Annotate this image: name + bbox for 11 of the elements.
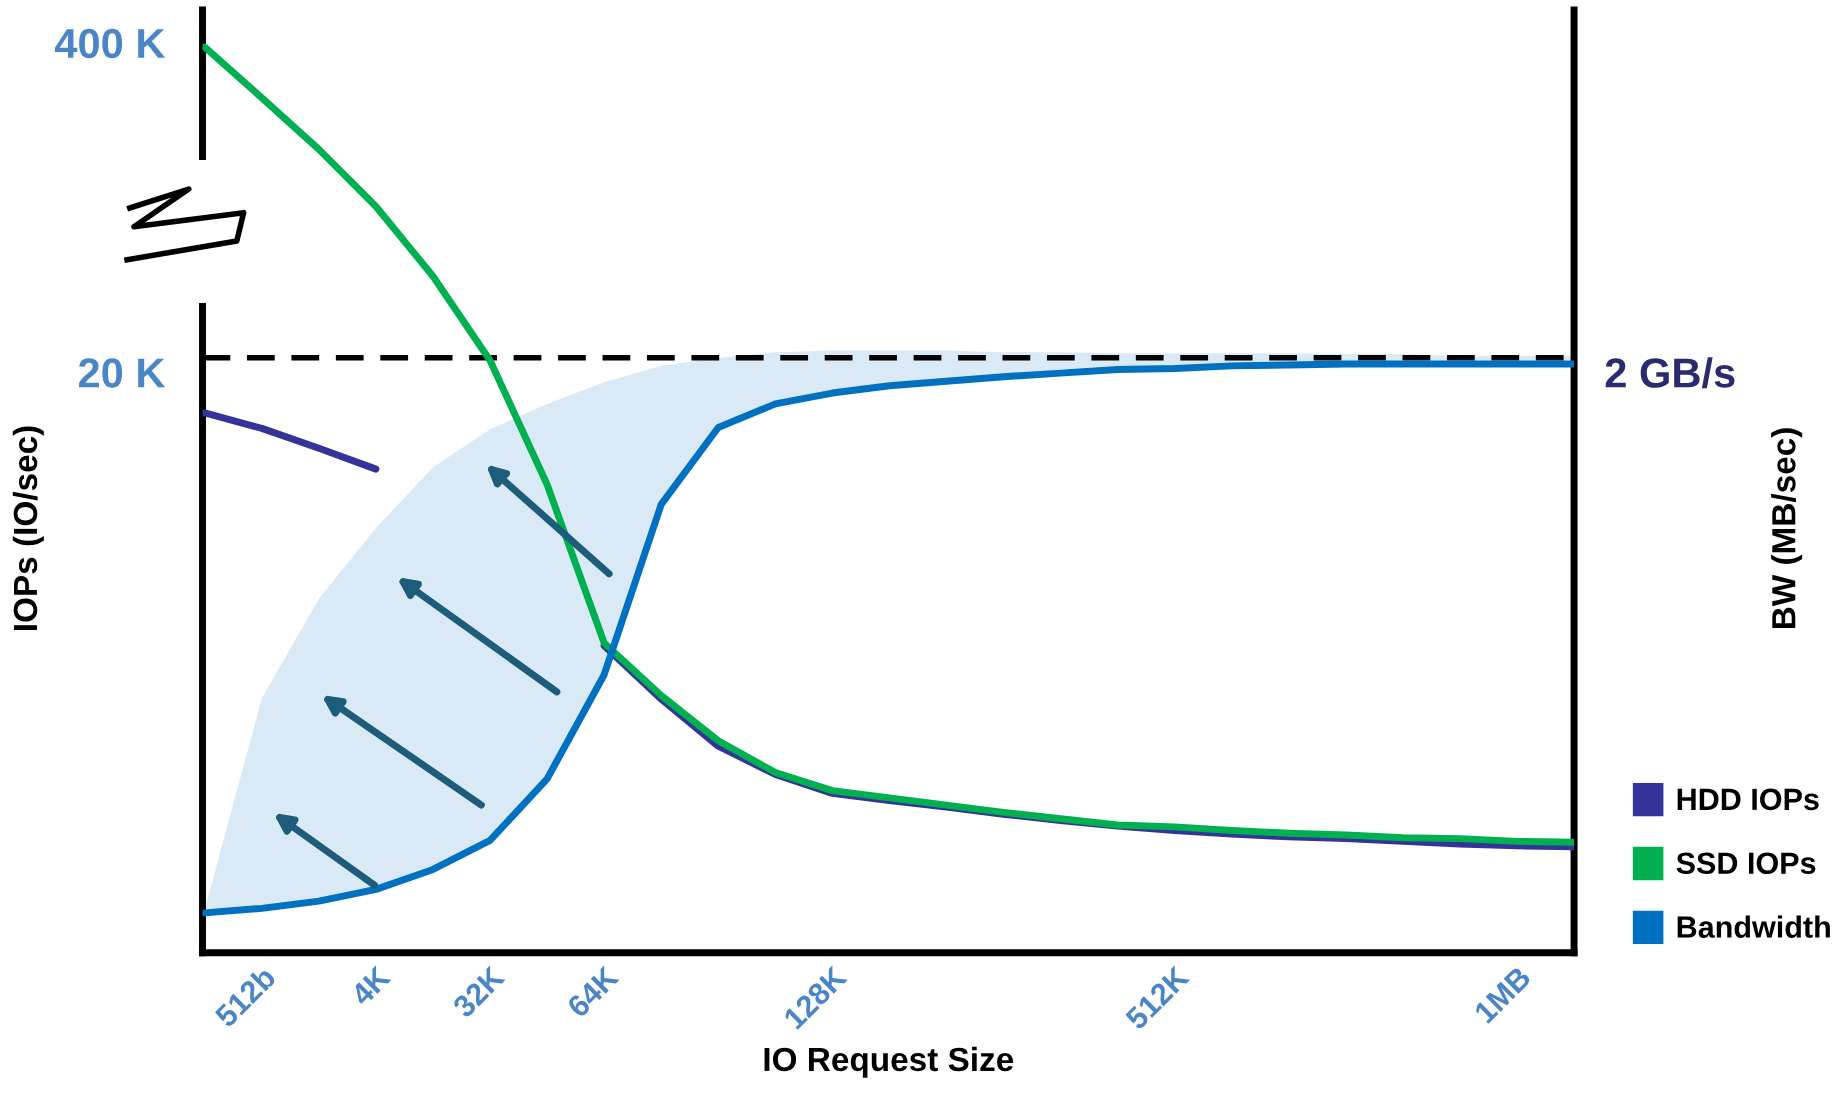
x-axis-title: IO Request Size [764, 1046, 1014, 1078]
text: 400 K [54, 28, 166, 59]
text: 20 K [78, 358, 166, 388]
text: IOPs (IO/sec) [12, 426, 44, 630]
legend-label: Bandwidth [1677, 915, 1830, 938]
text: BW (MB/sec) [1771, 428, 1803, 629]
x-tick-label: 4K [349, 964, 392, 1007]
legend-label: SSD IOPs [1676, 852, 1816, 875]
text: 2 GB/s [1605, 357, 1735, 389]
legend-label: HDD IOPs [1677, 788, 1819, 811]
x-tick-label: 64K [565, 964, 620, 1019]
